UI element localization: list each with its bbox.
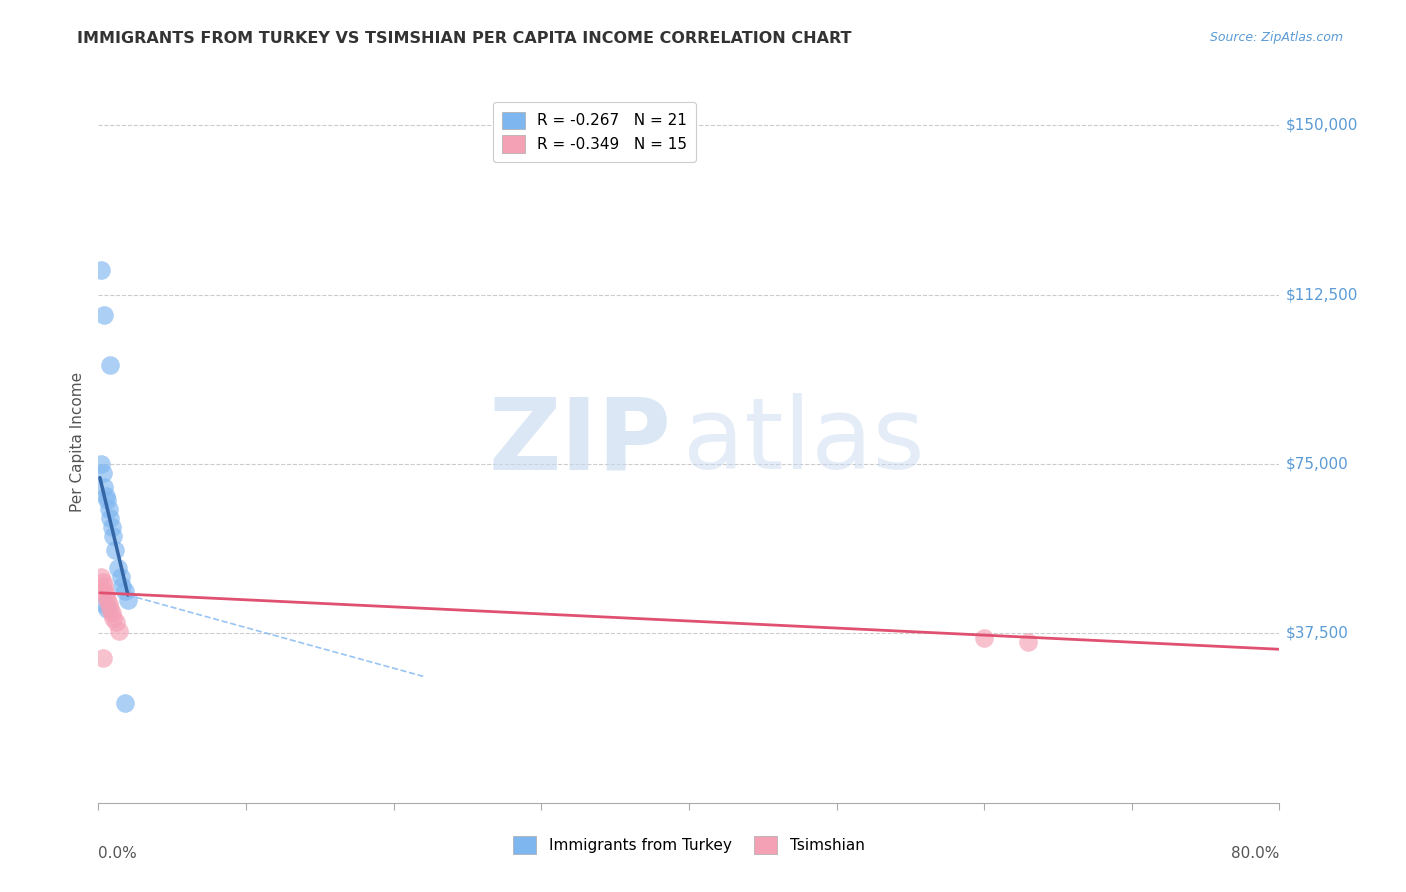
Point xyxy=(117,592,139,607)
Point xyxy=(90,570,112,584)
Point xyxy=(103,529,125,543)
Point xyxy=(97,502,120,516)
Legend: Immigrants from Turkey, Tsimshian: Immigrants from Turkey, Tsimshian xyxy=(508,830,870,860)
Point xyxy=(100,606,122,620)
Text: 0.0%: 0.0% xyxy=(98,847,138,861)
Point xyxy=(110,570,132,584)
Text: $75,000: $75,000 xyxy=(1285,457,1348,472)
Point xyxy=(100,520,122,534)
Point xyxy=(114,583,136,598)
Point xyxy=(114,697,136,711)
Point xyxy=(91,574,114,589)
Point xyxy=(93,308,115,322)
Point xyxy=(98,511,121,525)
Point xyxy=(93,583,115,598)
Point xyxy=(104,542,127,557)
Text: atlas: atlas xyxy=(683,393,925,490)
Point xyxy=(105,615,128,630)
Point xyxy=(96,493,118,508)
Text: $37,500: $37,500 xyxy=(1285,626,1348,641)
Point xyxy=(91,651,114,665)
Point xyxy=(107,561,129,575)
Text: ZIP: ZIP xyxy=(488,393,671,490)
Point xyxy=(93,579,115,593)
Text: 80.0%: 80.0% xyxy=(1232,847,1279,861)
Point xyxy=(103,610,125,624)
Point xyxy=(973,631,995,645)
Point xyxy=(1018,635,1040,649)
Point xyxy=(93,480,115,494)
Text: $112,500: $112,500 xyxy=(1285,287,1358,302)
Point xyxy=(96,592,118,607)
Point xyxy=(93,597,115,611)
Point xyxy=(98,358,121,372)
Point xyxy=(108,624,131,639)
Point xyxy=(91,466,114,480)
Point xyxy=(90,457,112,471)
Point xyxy=(98,601,121,615)
Text: IMMIGRANTS FROM TURKEY VS TSIMSHIAN PER CAPITA INCOME CORRELATION CHART: IMMIGRANTS FROM TURKEY VS TSIMSHIAN PER … xyxy=(77,31,852,46)
Point xyxy=(97,597,120,611)
Point xyxy=(94,489,117,503)
Text: Source: ZipAtlas.com: Source: ZipAtlas.com xyxy=(1209,31,1343,45)
Point xyxy=(94,588,117,602)
Text: $150,000: $150,000 xyxy=(1285,118,1358,133)
Y-axis label: Per Capita Income: Per Capita Income xyxy=(69,371,84,512)
Point xyxy=(96,601,118,615)
Point xyxy=(90,263,112,277)
Point xyxy=(111,579,134,593)
